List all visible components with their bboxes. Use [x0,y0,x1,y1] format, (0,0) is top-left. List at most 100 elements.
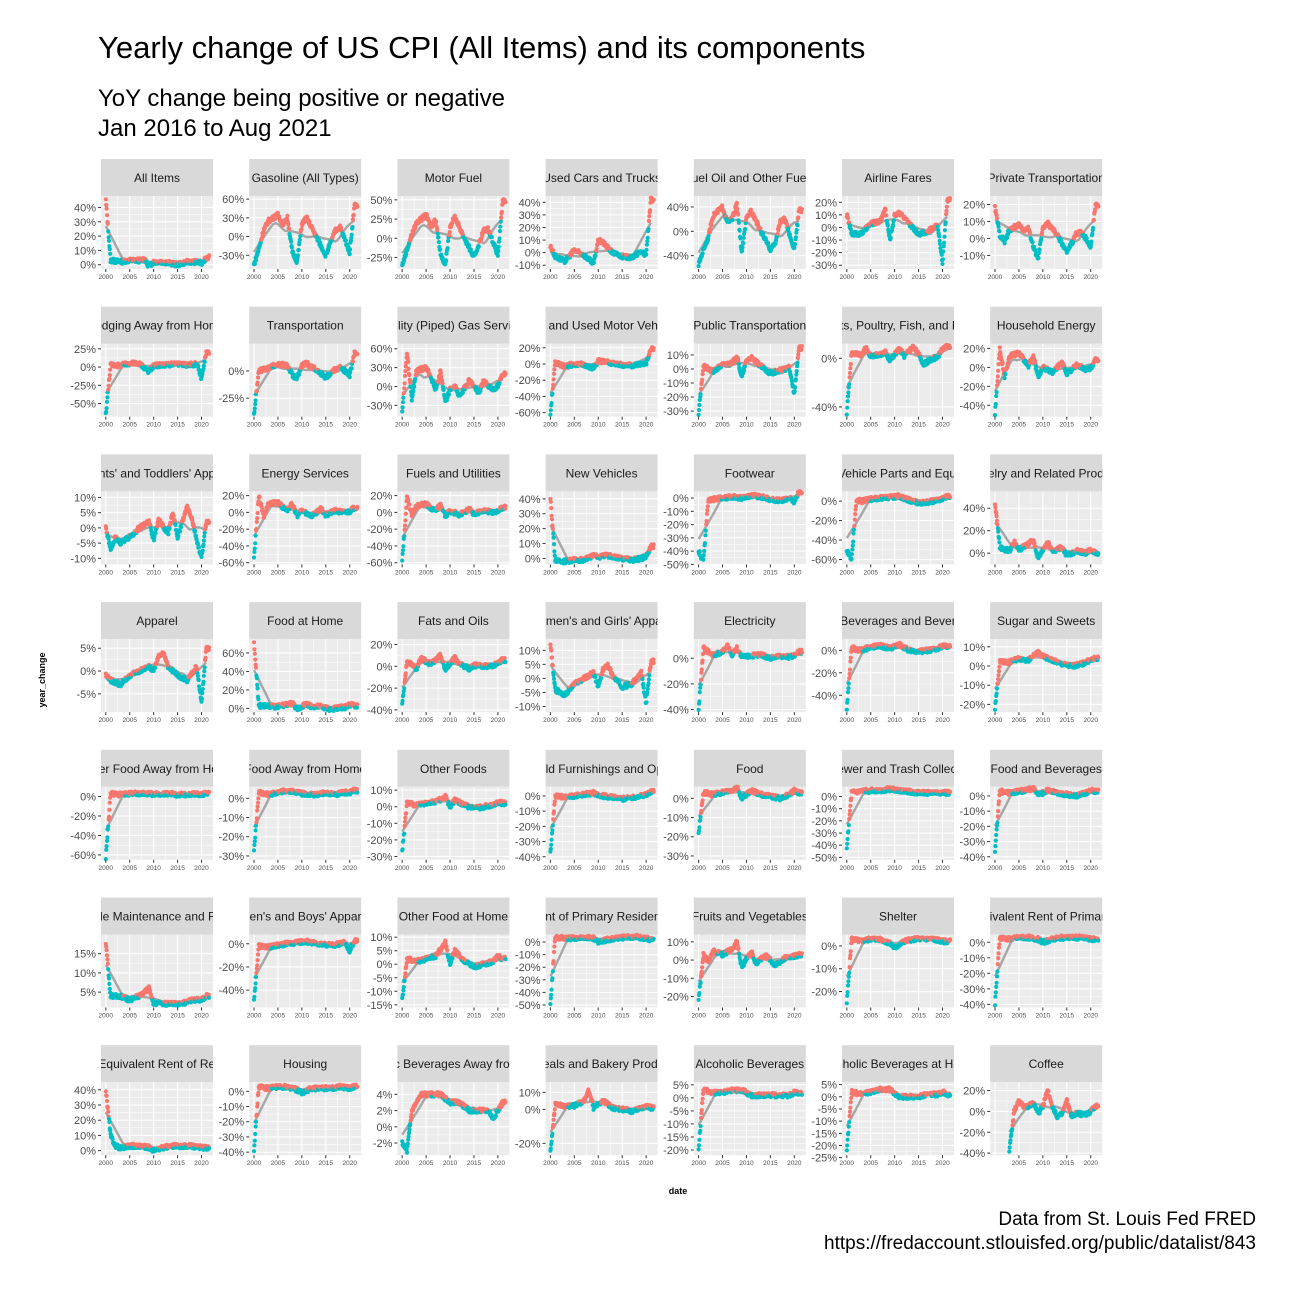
facet-strip-label: Airline Fares [864,171,931,185]
data-point [498,219,503,224]
data-point [1034,364,1039,369]
data-point [251,555,257,560]
data-point [202,359,207,365]
facet-strip-label: Motor Fuel [425,171,482,185]
x-tick-label: 2015 [615,274,630,281]
data-point [696,264,701,269]
data-point [496,244,501,249]
data-point [593,253,598,258]
facet-panel: Meats, Poultry, Fish, and Eggs-40%0%2000… [811,306,954,429]
data-point [400,400,406,405]
data-point [438,370,443,375]
facet-strip-label: Private Transportation [987,171,1104,185]
data-point [435,231,440,236]
data-point [407,372,412,378]
x-tick-label: 2015 [170,422,185,429]
y-tick-label: -30% [663,406,689,418]
x-tick-label: 2020 [194,274,209,281]
x-tick-label: 2020 [935,422,950,429]
data-point [645,235,650,240]
data-point [497,239,502,244]
facet-strip [249,159,362,196]
data-point [646,355,651,361]
data-point [996,368,1001,373]
y-tick-label: -20% [663,392,689,404]
data-point [171,513,176,519]
data-point [847,375,852,380]
data-point [440,381,445,386]
data-point [401,391,406,396]
data-point [200,548,205,553]
data-point [252,546,257,551]
facet-strip [397,159,510,196]
data-point [883,208,888,213]
data-point [349,366,354,371]
data-points [696,200,805,269]
data-point [940,257,946,262]
data-point [408,380,413,385]
data-point [564,259,569,264]
data-point [700,251,705,256]
data-point [698,386,704,391]
data-point [550,386,555,391]
data-point [411,389,416,394]
x-tick-label: 2020 [342,569,357,576]
y-tick-label: -10% [811,235,837,247]
data-point [940,261,945,267]
data-point [793,235,799,240]
y-tick-label: 0% [821,222,837,234]
y-tick-label: -30% [811,260,837,272]
data-point [253,541,258,546]
data-point [197,545,202,550]
data-point [1071,240,1076,245]
data-point [742,368,747,373]
data-point [410,392,415,398]
x-tick-label: 2010 [295,422,310,429]
data-point [497,236,502,241]
data-point [944,208,949,213]
data-point [799,207,805,212]
data-point [734,200,740,205]
data-point [207,520,212,525]
x-tick-label: 2020 [787,274,802,281]
x-tick-label: 2010 [146,422,161,429]
data-point [736,212,741,217]
data-point [848,366,853,371]
data-point [105,221,110,226]
y-tick-label: -25% [219,393,245,405]
data-point [1000,360,1005,366]
x-tick-label: 2010 [146,274,161,281]
y-tick-label: 0% [80,362,96,374]
data-point [948,345,953,350]
facet-panel: Lodging Away from Home-50%-25%0%25%2000 2… [70,306,213,429]
y-tick-label: 30% [370,363,392,375]
data-point [207,253,212,258]
data-point [996,362,1001,367]
facet-panel: Public Transportation-30%-20%-10%0%10%20… [663,306,806,429]
subtitle-line-1: YoY change being positive or negative [98,85,505,112]
y-tick-label: 25% [370,214,392,226]
data-point [1089,239,1094,244]
data-point [299,227,304,232]
x-tick-label: 2005 [715,274,730,281]
data-point [343,238,348,243]
data-point [254,519,259,525]
data-point [104,213,110,218]
facet-panel: Motor Fuel-25%0%25%50%2000 2005 2010 2015 20… [367,159,510,281]
data-point [794,369,799,374]
y-tick-label: 10% [519,235,541,247]
facet-strip-label: Used Cars and Trucks [542,171,661,185]
data-point [736,220,742,225]
data-point [997,229,1002,234]
data-point [167,526,172,531]
data-point [696,407,702,413]
data-point [104,399,110,404]
data-point [743,227,748,232]
facet-panel: Used Cars and Trucks-10%0%10%20%30%40%20… [515,159,661,281]
data-point [551,377,556,382]
x-tick-label: 2005 [271,274,286,281]
data-point [646,218,652,223]
data-point [406,366,411,371]
y-tick-label: 10% [815,210,837,222]
data-point [646,226,651,232]
